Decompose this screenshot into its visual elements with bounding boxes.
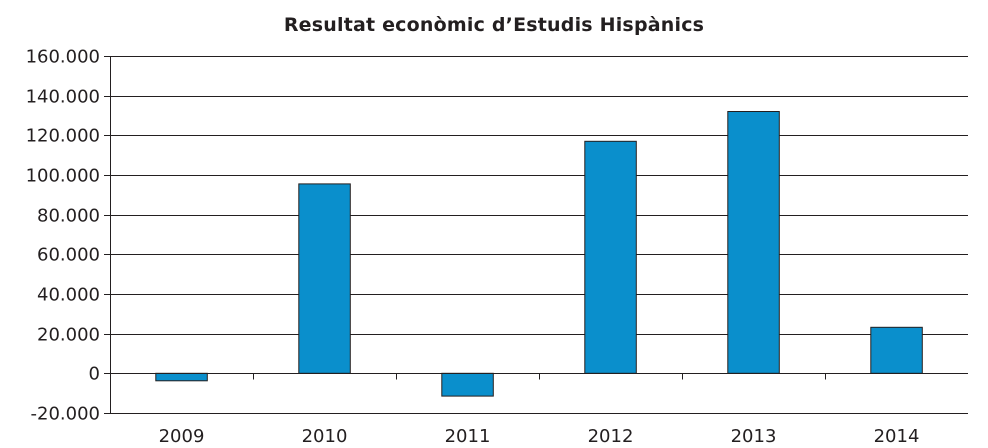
y-tick-label: 80.000 — [37, 206, 100, 227]
y-tick-labels: -20.000 0 20.000 40.000 60.000 80.000 100.000 1… — [26, 47, 100, 425]
x-tick-label-2011: 2011 — [445, 426, 491, 447]
y-tick-label: 40.000 — [37, 285, 100, 306]
y-tick-label: 100.000 — [26, 166, 100, 187]
x-tick-label-2014: 2014 — [874, 426, 920, 447]
bar-2009 — [155, 372, 208, 382]
chart-title: Resultat econòmic d’Estudis Hispànics — [283, 14, 705, 36]
gridlines — [104, 56, 968, 414]
y-tick-label: 160.000 — [26, 47, 100, 68]
bar-2011 — [441, 372, 494, 397]
x-tick-label-2009: 2009 — [159, 426, 205, 447]
y-tick-label: 140.000 — [26, 87, 100, 108]
x-tick-label-2013: 2013 — [731, 426, 777, 447]
x-tick-labels: 2009 2010 2011 2012 2013 2014 — [159, 426, 920, 447]
x-tick-label-2010: 2010 — [302, 426, 348, 447]
y-tick-label: 120.000 — [26, 126, 100, 147]
x-tick-label-2012: 2012 — [588, 426, 634, 447]
y-tick-label: 20.000 — [37, 325, 100, 346]
bars — [155, 111, 923, 397]
axes — [110, 56, 968, 414]
bar-2013 — [727, 111, 780, 374]
y-tick-label: 60.000 — [37, 245, 100, 266]
bar-2014 — [870, 326, 923, 374]
bar-2010 — [298, 183, 351, 374]
y-tick-label: 0 — [89, 364, 100, 385]
bar-2012 — [584, 140, 637, 374]
y-tick-label: -20.000 — [31, 404, 100, 425]
